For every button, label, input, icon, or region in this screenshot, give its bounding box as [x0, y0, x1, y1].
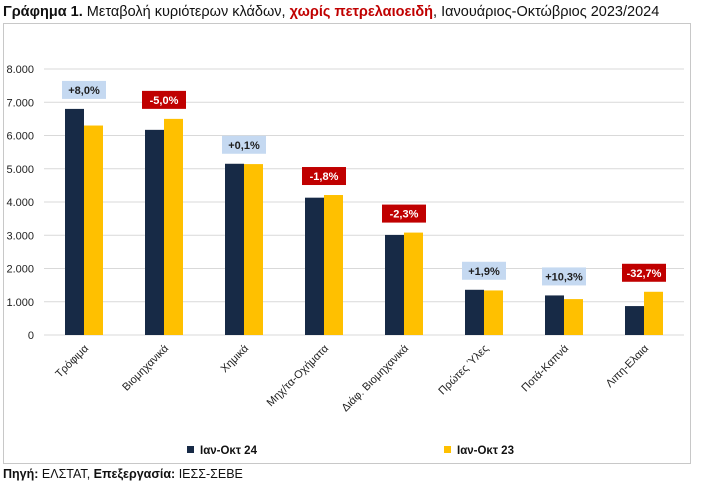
title-part1: Μεταβολή κυριότερων κλάδων, [82, 4, 290, 20]
y-tick-label: 1.000 [6, 297, 34, 309]
category-label: Πρώτες Ύλες [436, 343, 491, 398]
change-badge [62, 80, 106, 99]
change-badge [382, 204, 426, 223]
bar-2024 [225, 163, 244, 335]
bar-2024 [625, 306, 644, 335]
bar-chart: 0 1.000 2.000 3.000 4.000 5.000 6.000 7.000 8.00… [6, 64, 684, 457]
bar-2024 [65, 108, 84, 336]
category-label: Μηχ/τα-Οχήματα [265, 342, 332, 409]
category-label: Ποτά-Καπνά [519, 342, 571, 394]
title-part2: , Ιανουάριος-Οκτώβριος 2023/2024 [433, 4, 660, 20]
y-tick-label: 4.000 [6, 197, 34, 209]
change-badge [542, 267, 586, 286]
processing-value: ΙΕΣΣ-ΣΕΒΕ [175, 467, 243, 481]
change-label: +10,3% [545, 271, 583, 283]
legend-label: Ιαν-Οκτ 23 [457, 445, 514, 457]
bar-2024 [545, 295, 564, 335]
title-prefix: Γράφημα 1. [3, 4, 83, 20]
change-badge [302, 167, 346, 186]
change-label: +8,0% [68, 85, 100, 97]
change-badge [142, 90, 186, 109]
category-label: Χημικά [219, 342, 252, 375]
category-label: Βιομηχανικά [120, 342, 171, 393]
bar-2023 [84, 125, 103, 336]
change-label: -5,0% [150, 95, 179, 107]
legend-swatch-2023 [444, 446, 451, 453]
change-label: -2,3% [390, 209, 419, 221]
change-label: -32,7% [627, 268, 662, 280]
legend-swatch-2024 [187, 446, 194, 453]
y-tick-label: 0 [28, 330, 34, 342]
change-label: -1,8% [310, 171, 339, 183]
bar-2024 [385, 234, 404, 335]
change-badge [222, 135, 266, 154]
legend-label: Ιαν-Οκτ 24 [200, 445, 258, 457]
category-label: Διάφ. Βιομηχανικά [340, 342, 412, 414]
title-highlight: χωρίς πετρελαιοειδή [289, 4, 434, 20]
source-note: Πηγή: ΕΛΣΤΑΤ, Επεξεργασία: ΙΕΣΣ-ΣΕΒΕ [3, 467, 243, 481]
y-tick-label: 7.000 [6, 97, 34, 109]
change-label: +1,9% [468, 266, 500, 278]
y-tick-label: 5.000 [6, 164, 34, 176]
change-badge [462, 261, 506, 280]
chart-frame: 0 1.000 2.000 3.000 4.000 5.000 6.000 7.000 8.00… [3, 23, 691, 464]
y-tick-label: 2.000 [6, 264, 34, 276]
bar-2023 [564, 299, 583, 335]
y-tick-label: 8.000 [6, 64, 34, 76]
change-badge [622, 263, 666, 282]
y-tick-label: 6.000 [6, 131, 34, 143]
source-value: ΕΛΣΤΑΤ, [38, 467, 94, 481]
bar-2024 [305, 197, 324, 335]
change-label: +0,1% [228, 140, 260, 152]
source-label: Πηγή: [3, 467, 39, 481]
category-label: Λιπη-Ελαια [604, 342, 652, 390]
processing-label: Επεξεργασία: [93, 467, 176, 481]
y-tick-label: 3.000 [6, 230, 34, 242]
bar-2023 [244, 164, 263, 335]
bar-2023 [484, 290, 503, 335]
bar-2023 [404, 232, 423, 335]
category-label: Τρόφιμα [53, 342, 91, 380]
chart-title: Γράφημα 1. Μεταβολή κυριότερων κλάδων, χ… [3, 4, 703, 20]
bar-2023 [324, 195, 343, 335]
bar-2024 [465, 289, 484, 335]
bar-2024 [145, 129, 164, 335]
bar-2023 [644, 291, 663, 335]
bar-2023 [164, 118, 183, 335]
